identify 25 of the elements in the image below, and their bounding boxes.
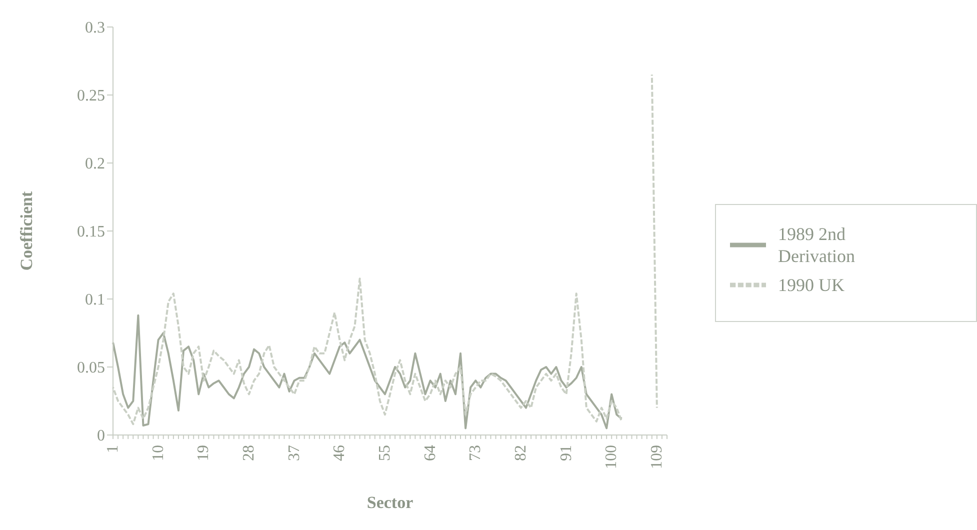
x-tick-label: 37 [286,445,303,461]
y-tick-label: 0.25 [77,88,105,105]
y-tick-label: 0.2 [85,156,105,173]
y-tick-label: 0.15 [77,224,105,241]
x-tick-label: 64 [422,445,439,461]
line-series [112,314,623,430]
y-tick-label: 0.1 [85,292,105,309]
x-tick-label: 73 [467,445,484,461]
y-tick-label: 0.05 [77,360,105,377]
x-tick-label: 1 [104,445,122,453]
y-tick-label: 0 [97,428,105,445]
y-tick-label: 0.3 [85,20,105,37]
x-tick-label: 55 [376,445,394,461]
x-tick-label: 28 [240,445,258,461]
x-tick-label: 82 [512,445,530,461]
x-tick-label: 91 [558,445,575,461]
x-tick-label: 19 [195,445,212,461]
x-axis-title: Sector [366,493,414,512]
x-tick-label: 10 [150,445,167,461]
y-axis-title: Coefficient [17,191,36,271]
x-tick-label: 46 [331,445,348,461]
legend-label: 1989 2nd Derivation [778,223,856,267]
legend-label: 1990 UK [778,274,844,296]
x-tick-label: 109 [648,445,666,469]
x-tick-label: 100 [603,445,620,469]
